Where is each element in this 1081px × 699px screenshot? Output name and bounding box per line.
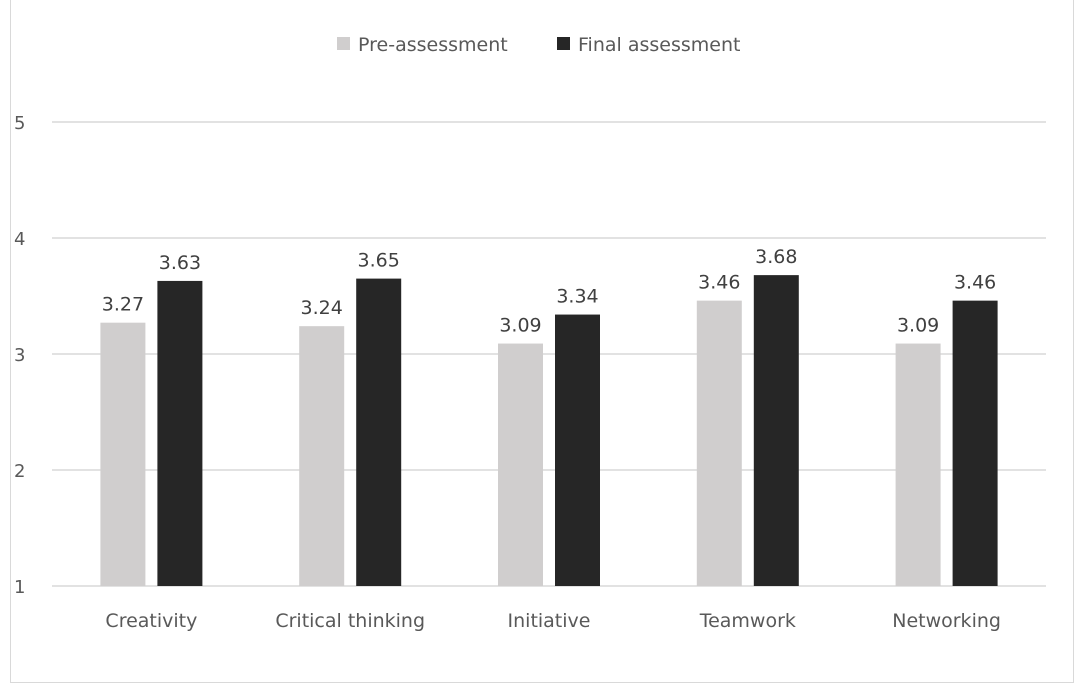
legend-swatch-final-assessment	[557, 37, 570, 50]
data-label: 3.68	[755, 246, 797, 268]
data-label: 3.46	[698, 272, 740, 294]
y-axis-ticks: 1 2 3 4 5	[14, 113, 25, 598]
legend-swatch-pre-assessment	[337, 37, 350, 50]
y-tick-label: 4	[14, 229, 25, 250]
bar-final-critical-thinking	[356, 278, 402, 586]
x-axis-labels: Creativity Critical thinking Initiative Tea…	[105, 610, 1001, 632]
x-tick-label: Critical thinking	[275, 610, 425, 632]
y-tick-label: 1	[14, 577, 25, 598]
data-label: 3.63	[159, 252, 201, 274]
bar-pre-critical-thinking	[299, 326, 345, 586]
bar-final-initiative	[555, 314, 600, 586]
bar-pre-creativity	[100, 322, 146, 586]
data-label: 3.24	[301, 297, 343, 319]
x-tick-label: Networking	[892, 610, 1001, 632]
x-tick-label: Teamwork	[699, 610, 796, 632]
bar-pre-networking	[895, 343, 941, 586]
bar-pre-teamwork	[696, 300, 742, 586]
x-tick-label: Creativity	[105, 610, 197, 632]
legend: Pre-assessment Final assessment	[337, 34, 740, 56]
bar-final-creativity	[157, 280, 203, 586]
data-label: 3.65	[358, 250, 400, 272]
data-label: 3.34	[556, 286, 598, 308]
data-label: 3.09	[897, 315, 939, 337]
bar-final-teamwork	[753, 275, 799, 586]
gridlines	[52, 121, 1046, 587]
y-tick-label: 3	[14, 345, 25, 366]
bars	[100, 275, 998, 586]
legend-label-final-assessment: Final assessment	[578, 34, 740, 56]
data-label: 3.27	[102, 294, 144, 316]
data-label: 3.09	[499, 315, 541, 337]
data-label: 3.46	[954, 272, 996, 294]
y-tick-label: 5	[14, 113, 25, 134]
data-labels: 3.27 3.63 3.24 3.65 3.09 3.34 3.46 3.68 3.09 3.46	[102, 246, 997, 336]
x-tick-label: Initiative	[508, 610, 591, 632]
y-tick-label: 2	[14, 461, 25, 482]
legend-label-pre-assessment: Pre-assessment	[358, 34, 508, 56]
bar-final-networking	[952, 300, 998, 586]
bar-pre-initiative	[498, 343, 543, 586]
